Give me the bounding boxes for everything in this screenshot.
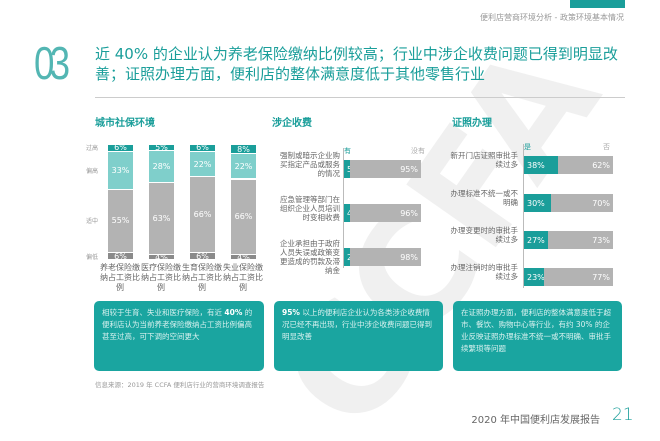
bar-segment: 23%: [524, 268, 545, 286]
section-number: 03: [34, 37, 70, 89]
bar-segment: 73%: [548, 231, 613, 249]
stacked-bar: 38% 62%: [524, 156, 613, 174]
box-highlight: 40%: [224, 308, 243, 317]
bar-segment: 33%: [108, 150, 133, 189]
row-label: 新开门店证照审批手续过多: [450, 151, 519, 169]
legend-label: 有: [344, 147, 351, 155]
stacked-bar: 6% 22% 66% 6%: [190, 143, 215, 261]
box-text: 的便利店认为当前养老保险缴纳占工资比例偏高甚至过高，可下调的空间更大: [102, 308, 253, 341]
section-title-licensing: 证照办理: [452, 118, 492, 129]
bar-segment: 63%: [149, 181, 174, 255]
row-label: 办理标准不统一或不明确: [450, 189, 519, 207]
category-label: 医疗保险缴纳占工资比例: [141, 263, 181, 292]
legend-label: 是: [524, 143, 531, 151]
section-title-fees: 涉企收费: [272, 118, 312, 129]
y-axis-label: 过高: [86, 145, 99, 153]
summary-box-1: 相较于生育、失业和医疗保险，有近 40% 的便利店认为当前养老保险缴纳占工资比例…: [94, 301, 264, 371]
box-highlight: 95%: [282, 308, 300, 317]
legend-label: 没有: [411, 147, 425, 155]
bar-segment: 70%: [550, 194, 613, 212]
stacked-bar: 30% 70%: [524, 194, 613, 212]
row-label: 办理注销时的审批手续过多: [450, 263, 519, 281]
stacked-bar: 4%96%: [344, 204, 421, 222]
divider: [95, 97, 625, 98]
section-title-social-security: 城市社保环境: [95, 118, 155, 129]
stacked-bar: 23% 77%: [524, 268, 613, 286]
page-title: 近 40% 的企业认为养老保险缴纳比例较高；行业中涉企收费问题已得到明显改善；证…: [95, 45, 618, 83]
y-axis-label: 偏低: [86, 253, 99, 261]
category-label: 失业保险缴纳占工资比例: [223, 263, 263, 292]
stacked-bar: 5%95%: [344, 160, 421, 178]
bar-segment: 4%: [149, 253, 174, 262]
box-text: 以上的便利店企业认为各类涉企收费情况已经不再出现，行业中涉企收费问题已得到明显改…: [282, 308, 432, 341]
legend-label: 否: [603, 143, 610, 151]
bar-segment: 28%: [149, 149, 174, 182]
bar-segment: 77%: [544, 268, 613, 286]
axis-line: [343, 148, 344, 268]
y-axis-label: 适中: [86, 218, 99, 226]
bar-segment: 22%: [190, 150, 215, 177]
bar-segment: 95%: [350, 160, 421, 178]
category-label: 养老保险缴纳占工资比例: [100, 263, 140, 292]
bar-segment: 5%: [149, 143, 174, 152]
box-text: 相较于生育、失业和医疗保险，有近: [102, 308, 225, 317]
axis-line: [523, 144, 524, 288]
breadcrumb: 便利店营商环境分析 - 政策环境基本情况: [480, 13, 624, 22]
bar-segment: 38%: [524, 156, 558, 174]
row-label: 企业承担由于政府人员失误或政策变更造成的罚款及滞纳金: [280, 239, 340, 275]
summary-box-3: 在证照办理方面，便利店的整体满意度低于超市、餐饮、购物中心等行业，有约 30% …: [453, 301, 622, 371]
bar-segment: 66%: [190, 176, 215, 253]
bar-segment: 4%: [231, 253, 256, 262]
box-text: 在证照办理方面，便利店的整体满意度低于超市、餐饮、购物中心等行业，有约 30% …: [461, 308, 611, 353]
category-label: 生育保险缴纳占工资比例: [182, 263, 222, 292]
bar-segment: 98%: [350, 248, 421, 266]
report-title: 2020 年中国便利店发展报告: [471, 415, 600, 426]
bar-segment: 6%: [108, 143, 133, 152]
bar-segment: 6%: [190, 143, 215, 152]
stacked-bar: 8% 22% 66% 4%: [231, 144, 256, 262]
row-label: 强制或暗示企业购买指定产品或服务的情况: [280, 151, 340, 178]
stacked-bar: 5% 28% 63% 4%: [149, 143, 174, 262]
summary-box-2: 95% 以上的便利店企业认为各类涉企收费情况已经不再出现，行业中涉企收费问题已得…: [274, 301, 443, 371]
top-accent-bar: [570, 0, 625, 8]
row-label: 应急管理等部门在组织企业人员培训时变相收费: [280, 195, 340, 222]
stacked-bar: 2%98%: [344, 248, 421, 266]
y-axis-label: 偏高: [86, 167, 99, 175]
bar-segment: 6%: [108, 252, 133, 261]
bar-segment: 55%: [108, 188, 133, 253]
page-number: 21: [612, 405, 634, 425]
bar-segment: 6%: [190, 252, 215, 261]
stacked-bar: 6% 33% 55% 6%: [108, 143, 133, 261]
bar-segment: 8%: [231, 144, 256, 154]
stacked-bar: 27% 73%: [524, 231, 613, 249]
bar-segment: 22%: [231, 153, 256, 179]
bar-segment: 96%: [350, 204, 421, 222]
bar-segment: 66%: [231, 178, 256, 255]
row-label: 办理变更时的审批手续过多: [450, 226, 519, 244]
bar-segment: 27%: [524, 231, 549, 249]
bar-segment: 62%: [557, 156, 613, 174]
source-note: 信息来源：2019 年 CCFA 便利店行业的营商环境调查报告: [95, 381, 265, 389]
bar-segment: 30%: [524, 194, 551, 212]
